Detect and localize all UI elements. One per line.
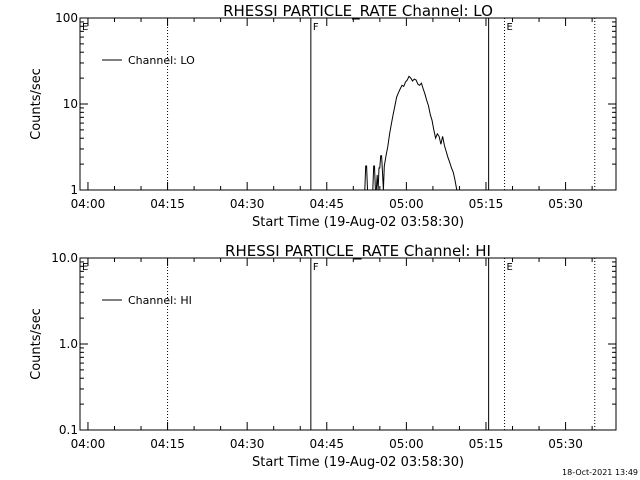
plot-frame bbox=[79, 257, 617, 431]
x-tick-label: 04:15 bbox=[150, 437, 185, 451]
x-tick-label: 05:15 bbox=[469, 197, 504, 211]
event-marker-label: F bbox=[313, 22, 319, 33]
event-marker-label: F bbox=[313, 262, 319, 273]
chart-title: RHESSI PARTICLE_RATE Channel: LO bbox=[223, 2, 493, 21]
x-tick-label: 04:45 bbox=[309, 197, 344, 211]
chart-panel-2: RHESSI PARTICLE_RATE Channel: HI E F E 04:00… bbox=[29, 242, 617, 470]
x-tick-label: 05:30 bbox=[548, 197, 583, 211]
y-tick-label: 0.1 bbox=[59, 423, 78, 437]
chart-title: RHESSI PARTICLE_RATE Channel: HI bbox=[225, 242, 491, 261]
x-tick-label: 04:15 bbox=[150, 197, 185, 211]
x-tick-label: 05:00 bbox=[389, 437, 424, 451]
x-axis-label: Start Time (19-Aug-02 03:58:30) bbox=[252, 215, 464, 230]
y-axis-label: Counts/sec bbox=[29, 308, 44, 380]
event-marker-label: E bbox=[507, 22, 513, 33]
y-axis-label: Counts/sec bbox=[29, 68, 44, 140]
y-tick-label: 1 bbox=[70, 183, 78, 197]
x-axis-label: Start Time (19-Aug-02 03:58:30) bbox=[252, 455, 464, 470]
y-tick-label: 10 bbox=[63, 97, 78, 111]
chart-panel-1: RHESSI PARTICLE_RATE Channel: LO E F E 04:00… bbox=[29, 2, 617, 230]
plot-frame bbox=[79, 17, 617, 191]
x-tick-label: 05:15 bbox=[469, 437, 504, 451]
event-marker-label: E bbox=[507, 262, 513, 273]
x-tick-label: 05:30 bbox=[548, 437, 583, 451]
y-tick-label: 100 bbox=[55, 11, 78, 25]
plot-timestamp: 18-Oct-2021 13:49 bbox=[562, 468, 638, 477]
legend-entry: Channel: LO bbox=[128, 54, 195, 67]
x-tick-label: 04:45 bbox=[309, 437, 344, 451]
series-line bbox=[375, 75, 458, 191]
series-line bbox=[364, 165, 368, 191]
event-marker-label: E bbox=[82, 262, 88, 273]
legend-entry: Channel: HI bbox=[128, 294, 192, 307]
x-tick-label: 04:00 bbox=[71, 437, 106, 451]
x-tick-label: 05:00 bbox=[389, 197, 424, 211]
x-tick-label: 04:00 bbox=[71, 197, 106, 211]
x-tick-label: 04:30 bbox=[230, 437, 265, 451]
y-tick-label: 1.0 bbox=[59, 337, 78, 351]
series-line bbox=[372, 165, 376, 191]
event-marker-label: E bbox=[82, 22, 88, 33]
y-tick-label: 10.0 bbox=[51, 251, 78, 265]
x-tick-label: 04:30 bbox=[230, 197, 265, 211]
